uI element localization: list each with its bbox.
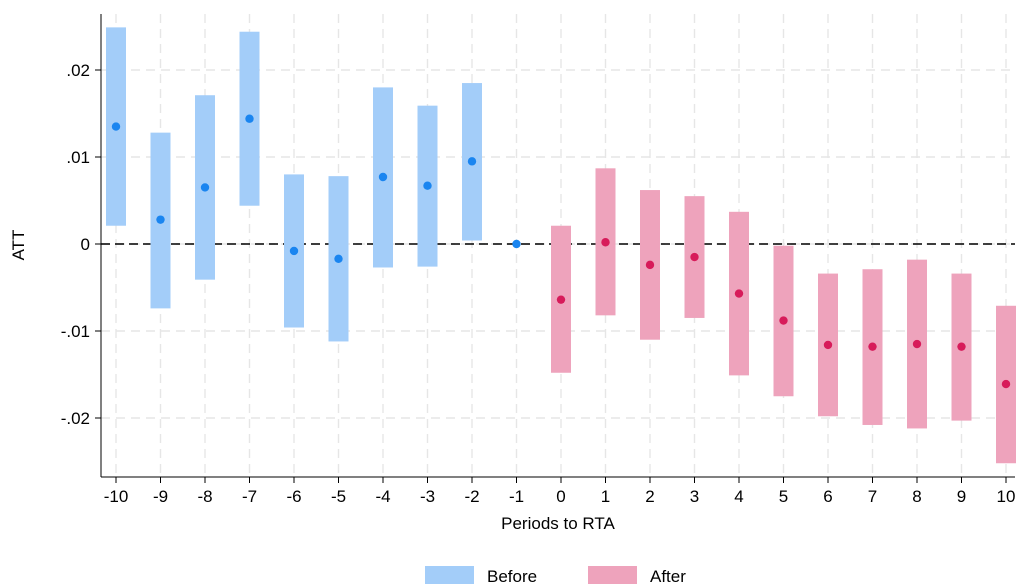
after-point <box>779 316 788 325</box>
x-tick-label: 7 <box>868 487 877 506</box>
legend: Before After <box>425 566 686 586</box>
y-tick-label: .01 <box>66 148 90 167</box>
x-tick-label: -7 <box>242 487 257 506</box>
x-tick-label: 5 <box>779 487 788 506</box>
before-point <box>467 157 477 166</box>
x-tick-label: -1 <box>509 487 524 506</box>
after-point <box>912 339 922 349</box>
x-tick-label: -6 <box>286 487 301 506</box>
y-ticks: -.02 -.01 0 .01 .02 <box>61 61 101 428</box>
legend-swatch-after <box>588 566 637 584</box>
after-point <box>645 260 655 270</box>
x-tick-label: 4 <box>734 487 743 506</box>
after-point <box>556 295 566 304</box>
x-tick-label: 1 <box>601 487 610 506</box>
before-point <box>512 239 521 249</box>
x-tick-label: -9 <box>153 487 168 506</box>
after-point <box>734 289 744 298</box>
x-tick-label: 10 <box>997 487 1016 506</box>
y-tick-label: .02 <box>66 61 90 80</box>
axes <box>100 14 1015 478</box>
before-point <box>111 122 121 131</box>
before-point <box>156 215 165 224</box>
x-tick-label: -8 <box>197 487 212 506</box>
x-tick-label: -10 <box>104 487 129 506</box>
after-point <box>868 342 877 351</box>
x-tick-label: -5 <box>331 487 346 506</box>
before-point <box>378 172 388 182</box>
x-tick-label: -2 <box>464 487 479 506</box>
x-tick-label: 6 <box>823 487 832 506</box>
before-point <box>245 114 254 123</box>
after-point <box>1001 379 1011 389</box>
x-tick-label: 9 <box>957 487 966 506</box>
x-tick-label: 2 <box>645 487 654 506</box>
legend-label-before: Before <box>487 567 537 586</box>
x-ticks: -10 -9 -8 -7 -6 -5 -4 -3 -2 -1 0 1 2 3 4 5 6 7 8 9 10 <box>104 477 1016 506</box>
after-point <box>601 238 610 247</box>
y-tick-label: 0 <box>81 235 90 254</box>
point-estimates <box>111 114 1011 389</box>
x-tick-label: 8 <box>912 487 921 506</box>
x-axis-title: Periods to RTA <box>501 514 615 533</box>
y-tick-label: -.01 <box>61 322 90 341</box>
x-tick-label: -4 <box>375 487 390 506</box>
legend-swatch-before <box>425 566 474 584</box>
x-tick-label: 3 <box>690 487 699 506</box>
before-point <box>423 181 432 190</box>
x-tick-label: -3 <box>420 487 435 506</box>
legend-label-after: After <box>650 567 686 586</box>
before-point <box>200 183 210 192</box>
before-point <box>289 246 299 256</box>
x-tick-label: 0 <box>556 487 565 506</box>
after-point <box>690 252 699 262</box>
before-point <box>334 254 343 263</box>
after-point <box>823 340 833 350</box>
y-axis-title: ATT <box>9 230 28 261</box>
y-tick-label: -.02 <box>61 409 90 428</box>
after-point <box>957 342 966 351</box>
